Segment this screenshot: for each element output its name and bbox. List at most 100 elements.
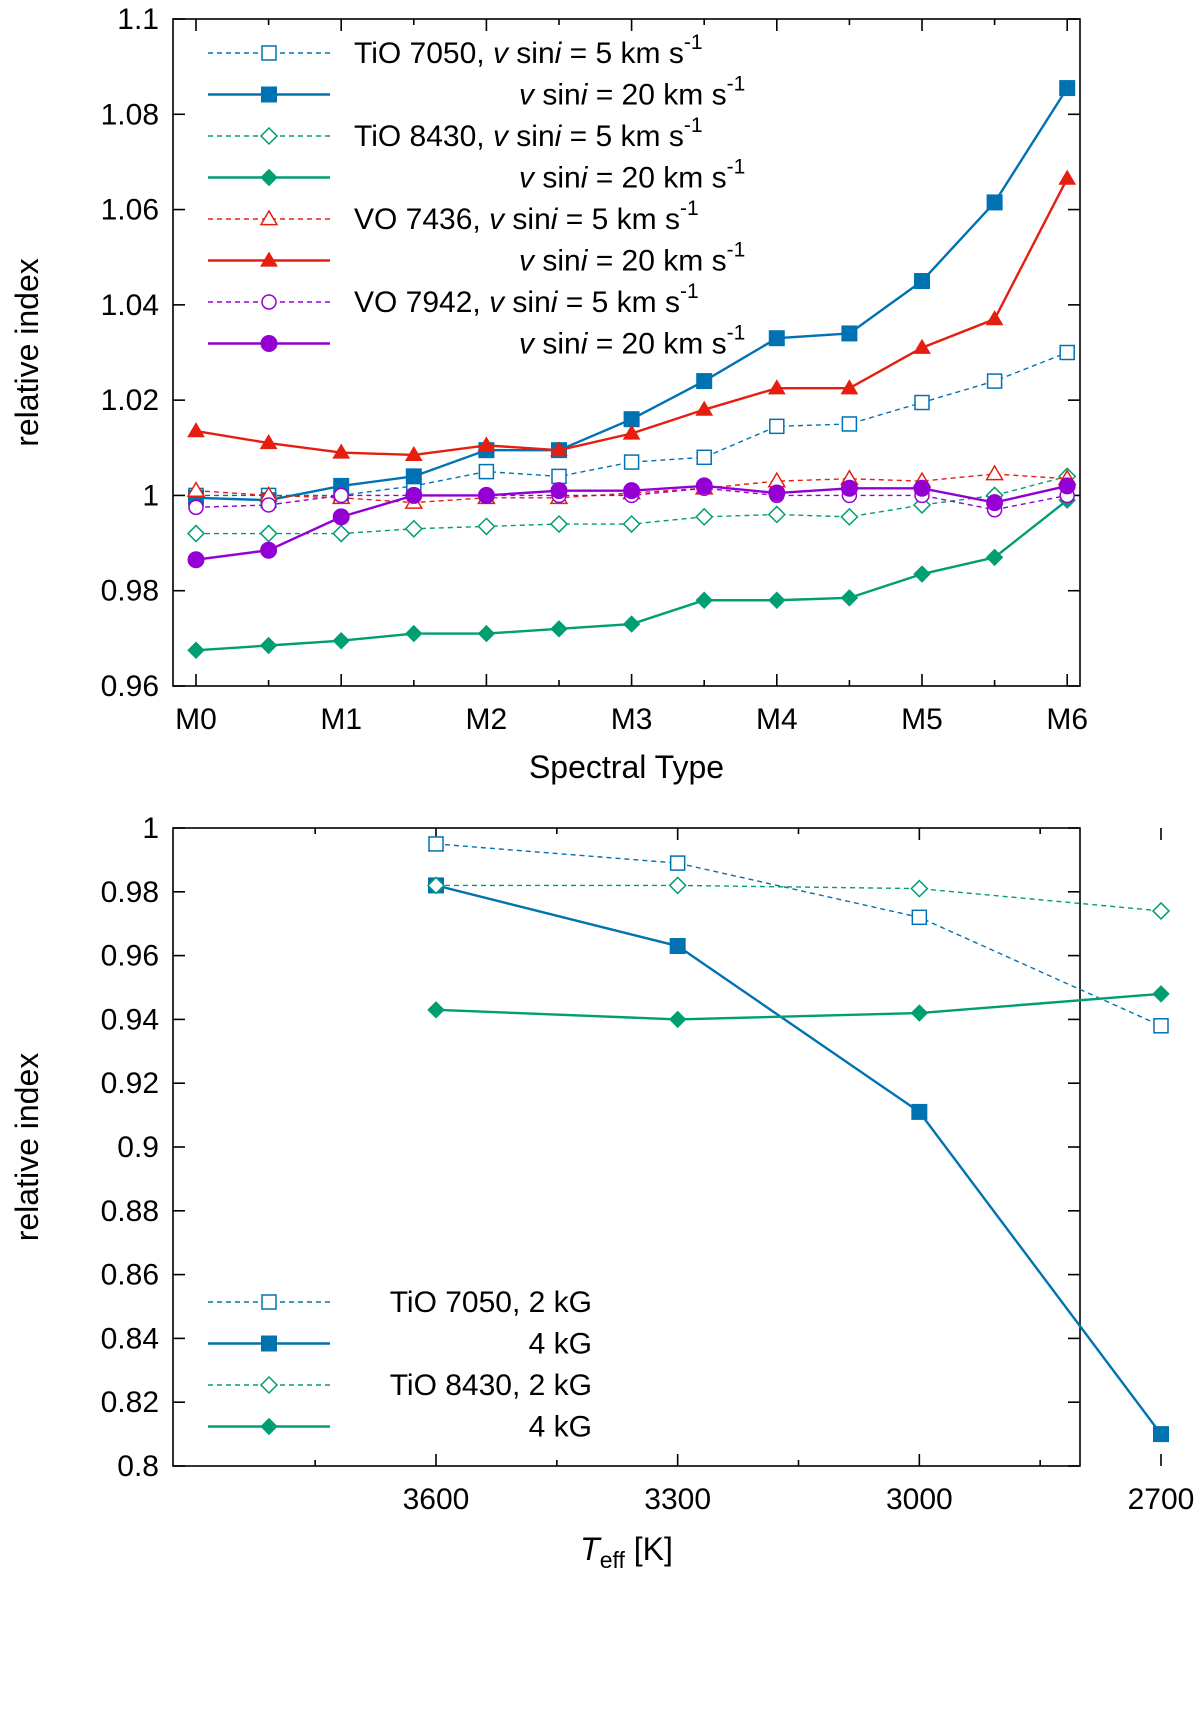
data-point [668,876,687,895]
legend-swatch-marker [261,86,277,103]
series-0-2 [428,836,1169,1034]
data-point [696,373,713,390]
data-point [477,517,496,536]
legend-label: VO 7942, v sini = 5 km s-1 [354,280,699,319]
data-point [840,379,859,395]
plot-frame-1 [172,18,1081,687]
data-point [477,486,495,504]
data-point [840,589,859,607]
data-point [623,482,641,500]
y-tick-label-2: 1 [142,812,159,845]
data-point [404,445,423,462]
legend-label: v sini = 20 km s-1 [519,239,745,278]
data-point [911,909,928,926]
y-tick-label-2: 0.94 [101,1003,159,1036]
data-point [405,468,422,485]
data-point [668,1010,687,1029]
y-tick-label-1: 0.98 [101,575,159,608]
data-point [914,273,930,290]
data-point [405,624,423,643]
data-point [259,434,278,450]
data-point [767,379,786,395]
legend-label: v sini = 20 km s-1 [519,156,745,195]
data-point [332,632,350,650]
x-tick-label-2: 2700 [1128,1483,1195,1516]
data-point [1059,80,1076,97]
series-line [435,843,1162,1027]
y-tick-label-2: 0.84 [101,1322,159,1355]
data-point [910,1004,929,1022]
data-point [695,477,713,495]
data-point [186,481,206,498]
y-tick-label-1: 1.08 [101,98,159,131]
y-tick-label-1: 1.04 [101,289,159,322]
legend-label: 4 kG [529,1411,592,1444]
x-tick-label-1: M1 [320,703,362,736]
data-point [913,565,931,583]
legend-label: TiO 8430, v sini = 5 km s-1 [354,114,703,153]
legend-swatch-marker [259,209,279,226]
y-tick-label-2: 0.9 [117,1131,159,1164]
legend-swatch-marker [261,294,277,310]
x-tick-label-2: 3000 [886,1483,953,1516]
data-point [427,1001,445,1019]
data-point [259,636,278,655]
data-point [669,938,686,955]
data-point [549,514,569,534]
legend-swatch-marker [259,126,279,146]
data-point [669,855,686,871]
series-3-1 [187,491,1076,659]
legend-1: TiO 7050, v sini = 5 km s-1v sini = 20 k… [208,31,745,361]
data-point [187,641,205,659]
x-tick-label-1: M0 [175,703,217,736]
data-point [911,1103,928,1120]
data-point [478,463,495,480]
data-point [767,505,786,524]
data-point [622,424,641,440]
data-point [840,479,858,497]
x-axis-label-1: Spectral Type [529,749,724,785]
data-point [550,441,568,457]
data-point [914,394,930,411]
data-point [188,499,204,516]
x-tick-label-1: M5 [901,703,943,736]
data-point [840,507,859,526]
y-axis-label-1: relative index [9,258,45,447]
data-point [622,514,641,534]
legend-label: TiO 7050, 2 kG [390,1286,592,1319]
x-tick-label-1: M6 [1046,703,1088,736]
legend-label: 4 kG [529,1328,592,1361]
data-point [986,494,1004,512]
data-point [550,620,568,638]
x-axis-label-2: Teff [K] [580,1531,673,1573]
y-tick-label-1: 1.02 [101,384,159,417]
y-tick-label-2: 0.92 [101,1067,159,1100]
x-tick-label-1: M4 [756,703,798,736]
legend-swatch-marker [261,45,277,61]
y-axis-label-2: relative index [9,1053,45,1242]
legend-swatch-marker [261,1335,277,1352]
legend-swatch-marker [259,1375,279,1395]
x-tick-label-1: M3 [611,703,653,736]
data-point [985,464,1004,481]
data-point [332,443,351,459]
series-2-2 [426,876,1171,921]
data-point [428,836,444,852]
data-point [426,876,446,895]
y-tick-label-2: 0.98 [101,876,159,909]
y-tick-label-1: 1 [142,479,159,512]
data-point [695,400,714,416]
data-point [695,507,714,526]
legend-swatch-marker [260,335,278,352]
panel-spectral-type: 0.96 0.98 1 1.02 1.04 1.06 1.08 1.1 M0 M1 M2 M3 M4 M5… [9,3,1088,785]
data-point [477,624,496,643]
legend-label: TiO 8430, 2 kG [390,1369,592,1402]
series-2-1 [186,467,1077,543]
data-point [985,548,1004,567]
data-point [841,325,858,342]
series-5-1 [187,169,1077,462]
data-point [332,508,350,526]
data-point [622,615,641,633]
data-point [986,194,1003,211]
data-point [1059,344,1075,361]
